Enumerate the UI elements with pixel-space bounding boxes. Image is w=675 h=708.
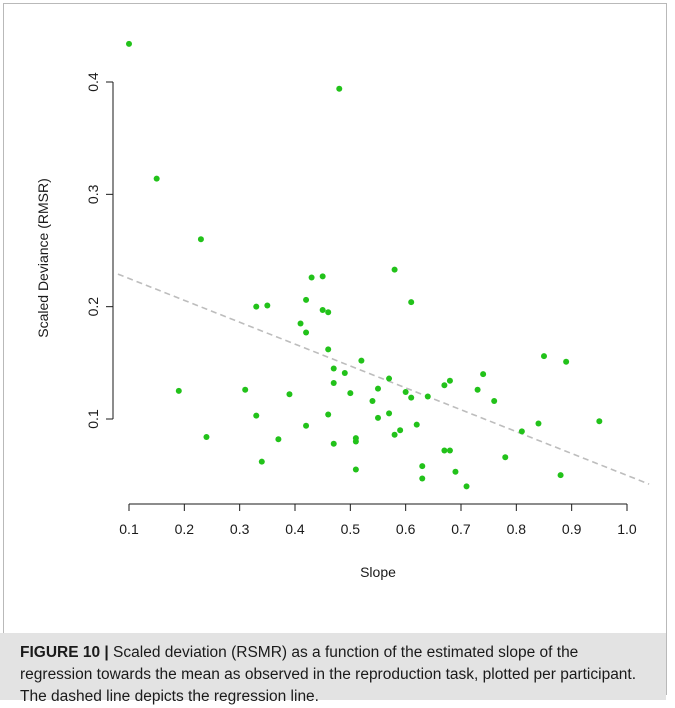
data-point	[203, 433, 210, 440]
data-point	[596, 418, 603, 425]
data-point	[258, 458, 265, 465]
data-point	[347, 390, 354, 397]
data-point	[175, 387, 182, 394]
data-point	[286, 391, 293, 398]
data-point	[197, 236, 204, 243]
data-point	[408, 394, 415, 401]
data-point	[424, 393, 431, 400]
y-tick-label: 0.1	[85, 409, 101, 429]
x-tick-label: 0.8	[507, 521, 527, 537]
data-point	[126, 40, 132, 47]
data-point	[391, 266, 398, 273]
y-tick-label: 0.3	[85, 184, 101, 204]
data-point	[319, 307, 326, 314]
x-tick-label: 0.6	[396, 521, 416, 537]
data-point	[518, 428, 525, 435]
data-point	[413, 421, 420, 428]
x-tick-label: 0.2	[175, 521, 195, 537]
x-axis-title: Slope	[360, 564, 396, 580]
data-point	[474, 386, 481, 393]
data-point	[341, 369, 348, 376]
data-point	[463, 483, 470, 490]
data-point	[330, 440, 337, 447]
data-point	[303, 296, 310, 303]
data-point	[352, 438, 359, 445]
data-point	[264, 302, 271, 309]
x-tick-label: 0.3	[230, 521, 250, 537]
x-tick-label: 0.5	[341, 521, 361, 537]
data-point	[374, 414, 381, 421]
data-point	[325, 346, 332, 353]
scatter-plot: 0.1 0.2 0.3 0.4 0.5 0.6 0.7 0.8 0.9 1.0 0.1 0.2 0.3…	[35, 40, 650, 580]
x-ticks: 0.1 0.2 0.3 0.4 0.5 0.6 0.7 0.8 0.9 1.0	[119, 504, 637, 537]
data-point	[535, 420, 542, 427]
x-tick-label: 0.7	[451, 521, 471, 537]
data-point	[391, 431, 398, 438]
data-point	[502, 454, 509, 461]
data-point	[358, 357, 365, 364]
data-point	[330, 365, 337, 372]
data-point	[319, 273, 326, 280]
x-tick-label: 0.1	[119, 521, 139, 537]
data-point	[308, 274, 315, 281]
y-tick-label: 0.2	[85, 297, 101, 317]
axes: 0.1 0.2 0.3 0.4 0.5 0.6 0.7 0.8 0.9 1.0 0.1 0.2 0.3…	[85, 72, 637, 537]
data-point	[557, 472, 564, 479]
data-point	[325, 411, 332, 418]
data-point	[352, 466, 359, 473]
regression-line	[117, 273, 650, 485]
caption-text: Scaled deviation (RSMR) as a function of…	[20, 644, 637, 705]
x-tick-label: 0.4	[285, 521, 305, 537]
data-point	[408, 299, 415, 306]
y-axis-title: Scaled Deviance (RMSR)	[35, 178, 51, 338]
data-point	[397, 427, 404, 434]
data-point	[491, 398, 498, 405]
x-tick-label: 1.0	[617, 521, 637, 537]
data-point	[446, 377, 453, 384]
data-point	[441, 382, 448, 389]
x-tick-label: 0.9	[562, 521, 582, 537]
figure-label: FIGURE 10 |	[20, 644, 109, 661]
data-point	[446, 447, 453, 454]
data-point	[374, 385, 381, 392]
data-point	[563, 358, 570, 365]
data-point	[253, 412, 260, 419]
figure-caption: FIGURE 10 | Scaled deviation (RSMR) as a…	[0, 633, 666, 705]
data-point	[386, 410, 393, 417]
data-point	[419, 463, 426, 470]
data-point	[330, 380, 337, 387]
data-points	[126, 40, 603, 490]
data-point	[336, 85, 343, 92]
data-point	[452, 468, 459, 475]
data-point	[253, 303, 260, 310]
y-ticks: 0.1 0.2 0.3 0.4	[85, 72, 113, 429]
data-point	[153, 175, 160, 182]
data-point	[303, 422, 310, 429]
data-point	[386, 375, 393, 382]
data-point	[297, 320, 304, 327]
data-point	[369, 398, 376, 405]
data-point	[242, 386, 249, 393]
data-point	[540, 353, 547, 360]
data-point	[480, 371, 487, 378]
data-point	[441, 447, 448, 454]
y-tick-label: 0.4	[85, 72, 101, 92]
data-point	[303, 329, 310, 336]
data-point	[325, 309, 332, 316]
data-point	[275, 436, 282, 443]
data-point	[402, 389, 409, 396]
data-point	[419, 475, 426, 482]
